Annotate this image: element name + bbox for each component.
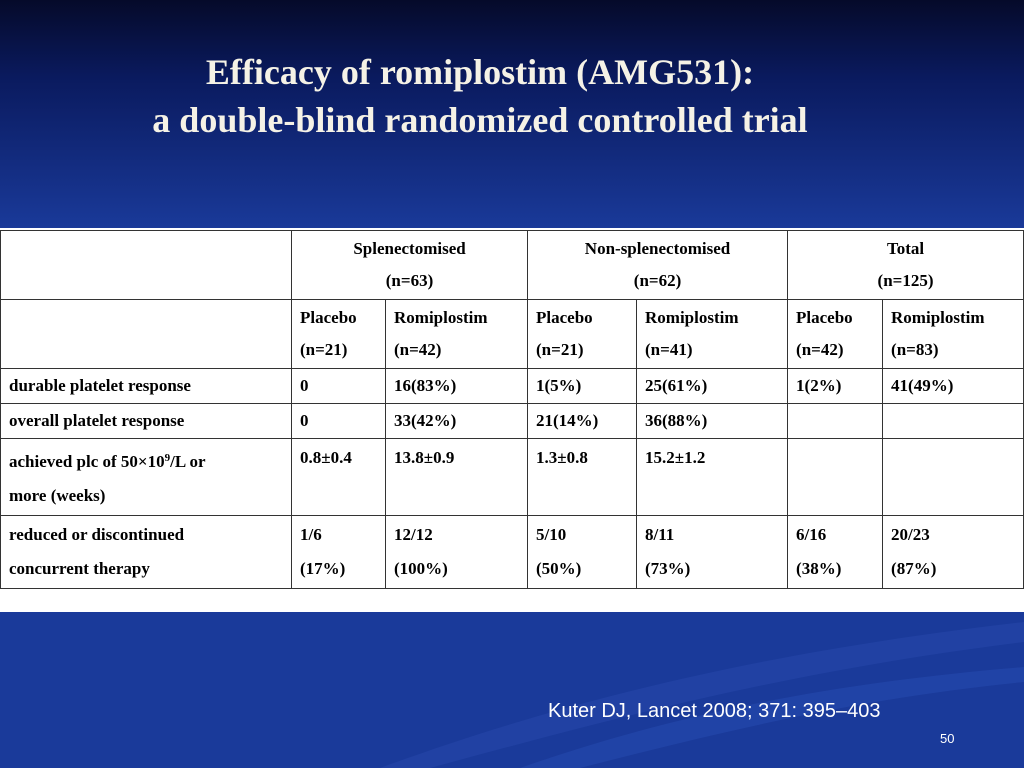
table-cell: 41(49%)	[882, 368, 1024, 404]
title-line-1: Efficacy of romiplostim (AMG531):	[205, 52, 755, 92]
table-cell: 1.3±0.8	[527, 438, 638, 516]
row-label: durable platelet response	[0, 368, 292, 404]
slide-title: Efficacy of romiplostim (AMG531): a doub…	[0, 48, 960, 144]
arm-header-cell: Placebo (n=42)	[787, 299, 884, 369]
table-cell: 0	[291, 368, 386, 404]
table-cell: 1/6 (17%)	[291, 515, 386, 589]
page-number: 50	[940, 731, 955, 746]
table-cell	[787, 403, 884, 439]
table-cell: 13.8±0.9	[384, 438, 529, 516]
table-cell: 0.8±0.4	[291, 438, 386, 516]
table-cell: 16(83%)	[384, 368, 529, 404]
table-cell: 8/11 (73%)	[636, 515, 789, 589]
citation: Kuter DJ, Lancet 2008; 371: 395–403	[548, 700, 881, 722]
group-header-cell: Non-splenectomised (n=62)	[527, 230, 789, 300]
table-cell: 1(5%)	[527, 368, 638, 404]
row-label: overall platelet response	[0, 403, 292, 439]
row-label: reduced or discontinued concurrent thera…	[0, 515, 292, 589]
table-cell: 6/16 (38%)	[787, 515, 884, 589]
table-row: reduced or discontinued concurrent thera…	[0, 515, 1024, 589]
empty-corner-cell	[0, 299, 292, 369]
table-cell: 0	[291, 403, 386, 439]
table-cell	[787, 438, 884, 516]
table-cell: 25(61%)	[636, 368, 789, 404]
table-cell	[882, 403, 1024, 439]
table-row: achieved plc of 50×109/L or more (weeks)…	[0, 438, 1024, 516]
results-table: Splenectomised (n=63) Non-splenectomised…	[0, 230, 1024, 589]
empty-corner-cell	[0, 230, 292, 300]
table-cell: 15.2±1.2	[636, 438, 789, 516]
arm-header-cell: Placebo (n=21)	[291, 299, 386, 369]
arm-header-cell: Romiplostim (n=42)	[384, 299, 529, 369]
table-cell: 33(42%)	[384, 403, 529, 439]
table-row: durable platelet response 0 16(83%) 1(5%…	[0, 368, 1024, 404]
arm-header-cell: Romiplostim (n=83)	[882, 299, 1024, 369]
title-line-2: a double-blind randomized controlled tri…	[152, 100, 808, 140]
group-header-cell: Splenectomised (n=63)	[290, 230, 529, 300]
table-cell	[882, 438, 1024, 516]
arm-header-cell: Romiplostim (n=41)	[636, 299, 789, 369]
arm-header-row: Placebo (n=21) Romiplostim (n=42) Placebo(…	[0, 299, 1024, 369]
arm-header-cell: Placebo (n=21)	[527, 299, 638, 369]
row-label: achieved plc of 50×109/L or more (weeks)	[0, 438, 292, 516]
table-cell: 36(88%)	[636, 403, 789, 439]
table-cell: 1(2%)	[787, 368, 884, 404]
background-wave-decoration	[380, 622, 1024, 768]
table-cell: 12/12 (100%)	[384, 515, 529, 589]
group-header-cell: Total (n=125)	[787, 230, 1024, 300]
table-cell: 20/23 (87%)	[882, 515, 1024, 589]
table-cell: 21(14%)	[527, 403, 638, 439]
group-header-row: Splenectomised (n=63) Non-splenectomised…	[0, 230, 1024, 300]
table-row: overall platelet response 0 33(42%) 21(1…	[0, 403, 1024, 439]
table-cell: 5/10 (50%)	[527, 515, 638, 589]
